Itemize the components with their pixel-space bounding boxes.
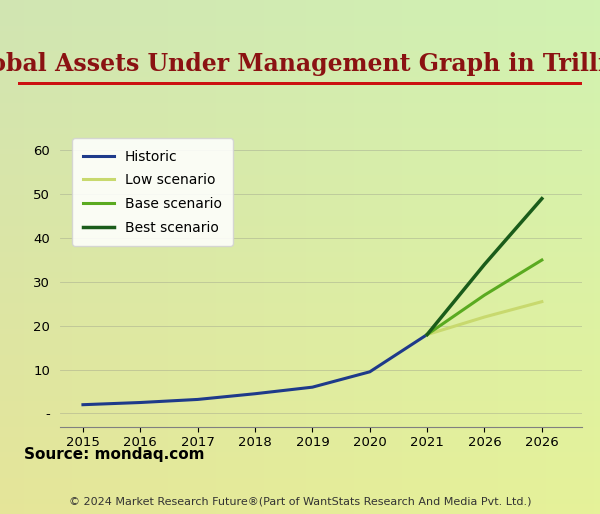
Text: Source: mondaq.com: Source: mondaq.com <box>24 447 205 463</box>
Text: © 2024 Market Research Future®(Part of WantStats Research And Media Pvt. Ltd.): © 2024 Market Research Future®(Part of W… <box>69 496 531 506</box>
Text: Global Assets Under Management Graph in Trillion: Global Assets Under Management Graph in … <box>0 52 600 76</box>
Legend: Historic, Low scenario, Base scenario, Best scenario: Historic, Low scenario, Base scenario, B… <box>72 138 233 246</box>
